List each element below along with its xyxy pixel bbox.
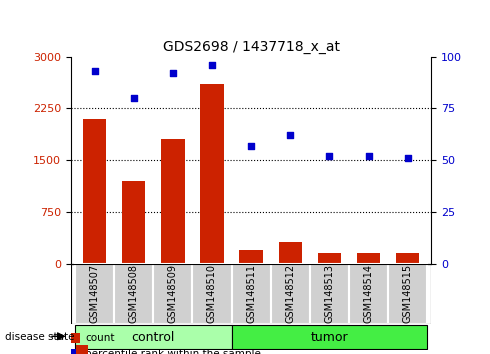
Text: GSM148515: GSM148515 <box>403 264 413 324</box>
Point <box>130 95 138 101</box>
Text: percentile rank within the sample: percentile rank within the sample <box>85 349 261 354</box>
Bar <box>122 181 146 264</box>
Bar <box>83 119 106 264</box>
Text: GSM148507: GSM148507 <box>90 264 99 324</box>
Point <box>404 155 412 161</box>
Text: GSM148509: GSM148509 <box>168 264 178 323</box>
Point <box>286 132 294 138</box>
Point <box>365 153 372 159</box>
Bar <box>318 253 341 264</box>
Text: tumor: tumor <box>311 331 348 344</box>
Bar <box>270 264 310 324</box>
Bar <box>75 264 114 324</box>
Text: GSM148508: GSM148508 <box>129 264 139 323</box>
Bar <box>388 264 427 324</box>
Text: GSM148514: GSM148514 <box>364 264 373 323</box>
Bar <box>75 325 232 349</box>
Bar <box>71 333 80 343</box>
Point <box>325 153 333 159</box>
Bar <box>396 253 419 264</box>
Point <box>169 70 177 76</box>
Text: GSM148511: GSM148511 <box>246 264 256 323</box>
Bar <box>240 250 263 264</box>
Text: GSM148512: GSM148512 <box>285 264 295 324</box>
Text: disease state: disease state <box>5 332 74 342</box>
Text: GSM148513: GSM148513 <box>324 264 334 323</box>
Point <box>208 62 216 68</box>
Bar <box>357 253 380 264</box>
Bar <box>232 325 427 349</box>
Point <box>91 68 98 74</box>
Point <box>247 143 255 149</box>
Text: GSM148510: GSM148510 <box>207 264 217 323</box>
Bar <box>310 264 349 324</box>
Text: count: count <box>85 333 115 343</box>
Bar <box>153 264 193 324</box>
Bar <box>349 264 388 324</box>
Bar <box>200 84 224 264</box>
Bar <box>193 264 232 324</box>
Text: control: control <box>132 331 175 344</box>
Bar <box>278 242 302 264</box>
Bar <box>114 264 153 324</box>
Bar <box>71 349 80 354</box>
Title: GDS2698 / 1437718_x_at: GDS2698 / 1437718_x_at <box>163 40 340 54</box>
Bar <box>232 264 270 324</box>
Bar <box>161 139 185 264</box>
